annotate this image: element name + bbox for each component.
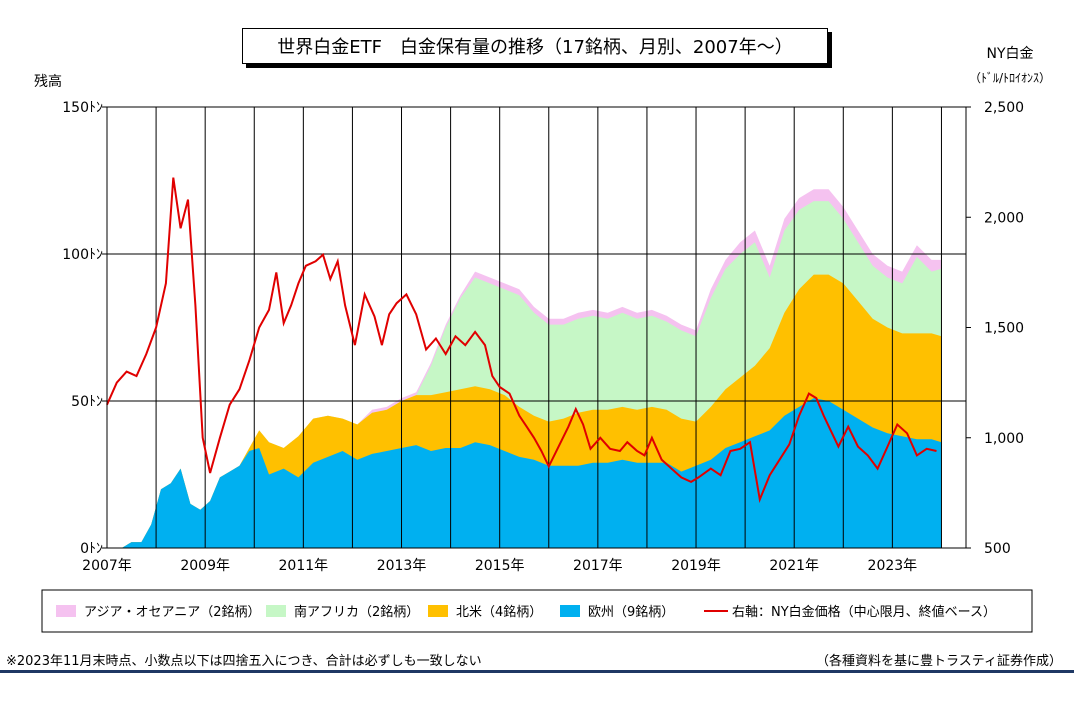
x-tick-label: 2009年 <box>180 558 230 574</box>
x-tick-label: 2007年 <box>82 558 132 574</box>
source-note: （各種資料を基に豊トラスティ証券作成） <box>816 654 1062 669</box>
chart: 0ﾄﾝ 50ﾄﾝ 100ﾄﾝ 150ﾄﾝ 500 1,000 1,500 2,000 2,500… <box>34 46 1051 633</box>
y-right-tick-label: 1,000 <box>984 431 1024 447</box>
legend-box <box>41 589 1033 633</box>
legend-swatch-north-america <box>428 605 448 617</box>
y-right-axis-title: NY白金 <box>986 46 1033 62</box>
legend-swatch-south-africa <box>266 605 286 617</box>
legend-label: 右軸：NY白金価格（中心限月、終値ベース） <box>732 604 996 620</box>
y-left-axis-title: 残高 <box>34 73 62 90</box>
y-left-tick-label: 150ﾄﾝ <box>62 100 103 116</box>
x-tick-label: 2019年 <box>671 558 721 574</box>
y-right-tick-label: 1,500 <box>984 321 1024 337</box>
y-left-tick-label: 100ﾄﾝ <box>62 247 103 263</box>
area-europe <box>121 398 942 548</box>
y-right-tick-label: 500 <box>984 541 1011 557</box>
legend-swatch-europe <box>560 605 580 617</box>
y-right-axis-unit: （ﾄﾞﾙ/ﾄﾛｲｵﾝｽ） <box>969 71 1051 85</box>
x-tick-label: 2011年 <box>279 558 329 574</box>
y-left-tick-label: 0ﾄﾝ <box>80 541 103 557</box>
chart-title: 世界白金ETF 白金保有量の推移（17銘柄、月別、2007年～） <box>242 28 828 64</box>
price-line-layer <box>106 177 937 504</box>
bottom-rule <box>0 670 1074 673</box>
y-right-tick-label: 2,000 <box>984 210 1024 226</box>
y-right-tick-label: 2,500 <box>984 100 1024 116</box>
legend-label: アジア・オセアニア（2銘柄） <box>84 605 261 620</box>
x-tick-label: 2023年 <box>868 558 918 574</box>
x-tick-label: 2017年 <box>573 558 623 574</box>
axes-layer: 0ﾄﾝ 50ﾄﾝ 100ﾄﾝ 150ﾄﾝ 500 1,000 1,500 2,000 2,500… <box>34 46 1051 574</box>
legend-label: 北米（4銘柄） <box>456 605 542 620</box>
area-layer <box>121 189 942 549</box>
grid-layer <box>107 107 966 548</box>
legend-label: 南アフリカ（2銘柄） <box>294 604 419 620</box>
x-tick-label: 2021年 <box>769 558 819 574</box>
y-left-tick-label: 50ﾄﾝ <box>71 394 103 410</box>
footnote: ※2023年11月末時点、小数点以下は四捨五入につき、合計は必ずしも一致しない <box>6 654 482 669</box>
legend: アジア・オセアニア（2銘柄） 南アフリカ（2銘柄） 北米（4銘柄） 欧州（9銘柄） 右軸… <box>41 589 1033 633</box>
x-tick-label: 2015年 <box>475 558 525 574</box>
legend-label: 欧州（9銘柄） <box>588 605 674 620</box>
x-tick-label: 2013年 <box>377 558 427 574</box>
legend-swatch-asia-oceania <box>56 605 76 617</box>
series-line-ny-price <box>106 177 937 504</box>
